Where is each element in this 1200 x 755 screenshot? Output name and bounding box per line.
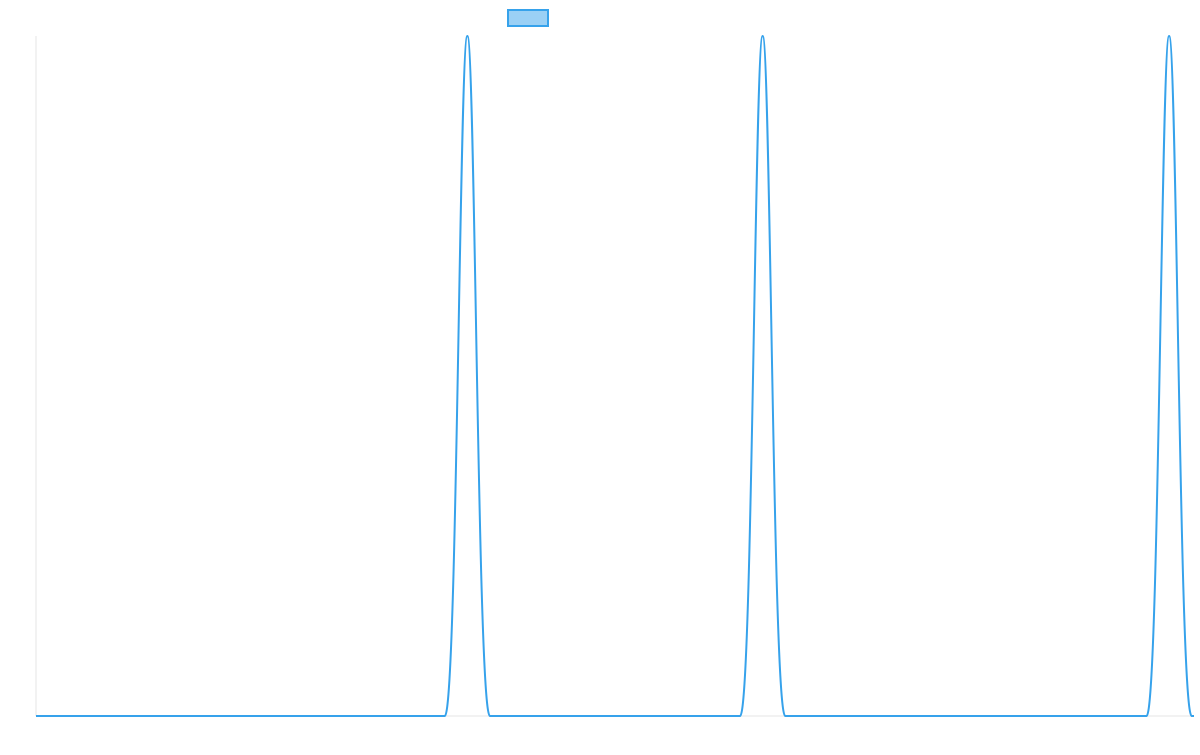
axes-layer — [35, 36, 1194, 717]
legend[interactable] — [507, 9, 549, 27]
legend-swatch-0[interactable] — [507, 9, 549, 27]
series-line-0 — [36, 35, 1194, 717]
series-layer — [36, 35, 1194, 717]
